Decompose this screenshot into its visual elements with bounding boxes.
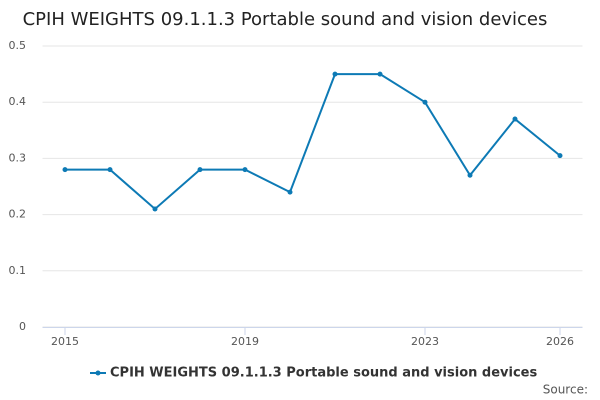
legend-marker — [95, 370, 101, 376]
point — [332, 71, 338, 77]
x-tick-label: 2023 — [411, 335, 439, 348]
x-tick-label: 2026 — [546, 335, 574, 348]
y-tick-label: 0.5 — [9, 39, 27, 52]
point — [287, 189, 293, 195]
point — [422, 99, 428, 105]
point — [197, 167, 203, 173]
point — [242, 167, 248, 173]
chart-title: CPIH WEIGHTS 09.1.1.3 Portable sound and… — [23, 9, 548, 30]
y-tick-label: 0.2 — [9, 208, 27, 221]
point — [467, 172, 473, 178]
point — [107, 167, 113, 173]
y-tick-label: 0.1 — [9, 264, 27, 277]
x-tick-label: 2019 — [231, 335, 259, 348]
legend-label: CPIH WEIGHTS 09.1.1.3 Portable sound and… — [110, 366, 537, 381]
y-tick-label: 0.4 — [9, 95, 27, 108]
source: Source: — [543, 383, 588, 397]
y-tick-label: 0.3 — [9, 151, 27, 164]
point — [62, 167, 68, 173]
point — [512, 116, 518, 122]
point — [557, 153, 563, 159]
series-line — [65, 73, 561, 211]
y-tick-label: 0 — [19, 320, 26, 333]
point — [377, 71, 383, 77]
x-tick-label: 2015 — [51, 335, 79, 348]
point — [152, 206, 158, 212]
